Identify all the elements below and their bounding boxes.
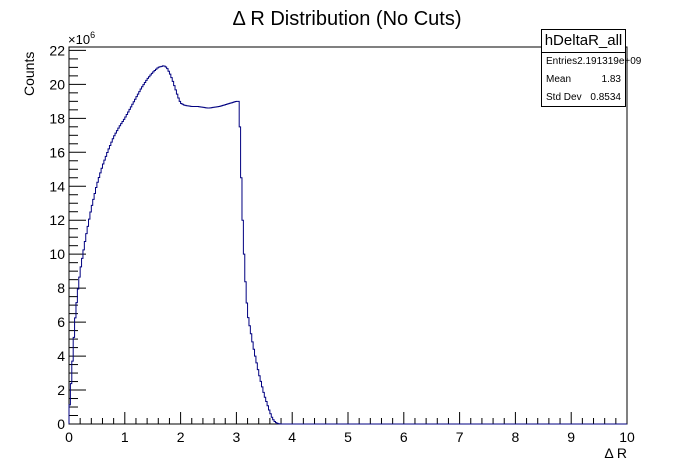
x-tick-label: 7 — [456, 429, 464, 445]
y-tick-label: 2 — [57, 382, 65, 398]
y-tick-label: 22 — [49, 42, 65, 58]
stats-box: hDeltaR_all Entries 2.191319e+09 Mean 1.… — [541, 29, 641, 107]
y-axis-label: Counts — [21, 52, 37, 96]
y-tick-label: 12 — [49, 212, 65, 228]
x-tick-label: 0 — [65, 429, 73, 445]
x-tick-label: 2 — [177, 429, 185, 445]
y-tick-label: 8 — [57, 280, 65, 296]
stats-row-entries: Entries 2.191319e+09 — [542, 53, 641, 71]
y-tick-label: 0 — [57, 416, 65, 432]
y-tick-label: 18 — [49, 110, 65, 126]
y-axis-multiplier: ×106 — [68, 30, 95, 47]
x-tick-label: 3 — [233, 429, 241, 445]
histogram-line — [68, 65, 627, 425]
x-tick-label: 1 — [121, 429, 129, 445]
x-tick-label: 6 — [400, 429, 408, 445]
chart-title: Δ R Distribution (No Cuts) — [233, 8, 462, 30]
y-tick-label: 4 — [57, 348, 65, 364]
x-tick-label: 9 — [567, 429, 575, 445]
x-axis-label: Δ R — [604, 445, 627, 461]
stats-label: Entries — [546, 56, 578, 67]
x-tick-label: 10 — [619, 429, 635, 445]
x-tick-label: 4 — [288, 429, 296, 445]
stats-row-mean: Mean 1.83 — [542, 71, 625, 89]
stats-title: hDeltaR_all — [542, 30, 625, 53]
stats-value: 0.8534 — [590, 92, 621, 103]
y-tick-label: 20 — [49, 76, 65, 92]
y-tick-label: 16 — [49, 144, 65, 160]
stats-row-stddev: Std Dev 0.8534 — [542, 89, 625, 107]
y-tick-label: 6 — [57, 314, 65, 330]
stats-label: Mean — [546, 74, 572, 85]
x-tick-label: 5 — [344, 429, 352, 445]
x-tick-label: 8 — [512, 429, 520, 445]
stats-value: 1.83 — [601, 74, 621, 85]
stats-label: Std Dev — [546, 92, 582, 103]
stats-value: 2.191319e+09 — [577, 56, 642, 67]
y-tick-label: 10 — [49, 246, 65, 262]
y-tick-label: 14 — [49, 178, 65, 194]
